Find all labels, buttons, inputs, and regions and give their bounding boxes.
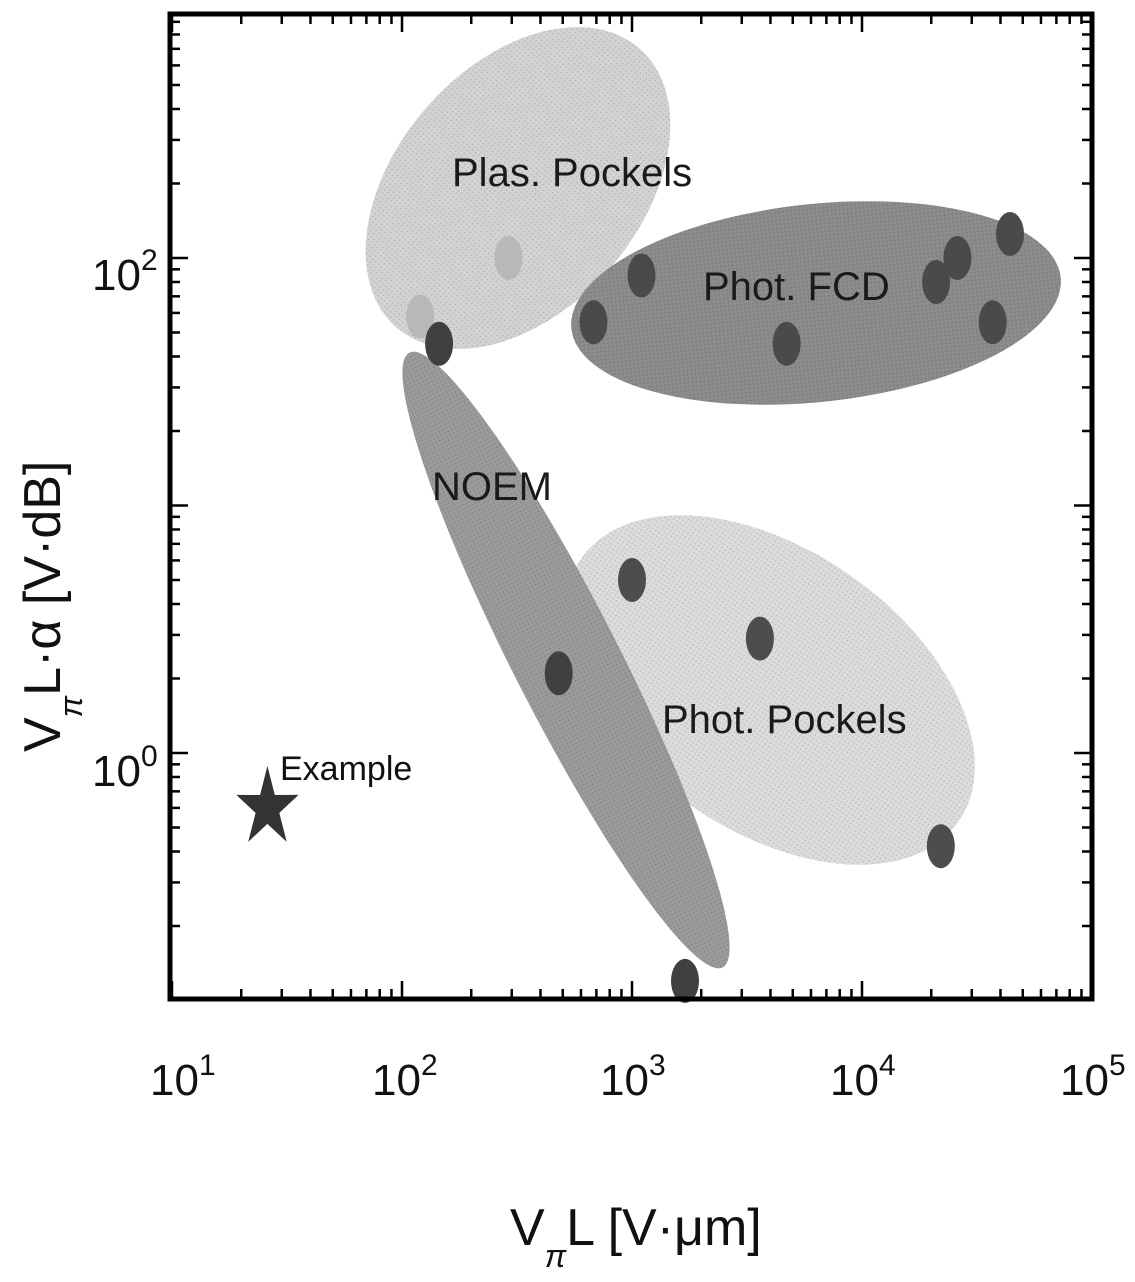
region-phot-fcd-texture bbox=[571, 201, 1061, 405]
data-point bbox=[772, 321, 801, 366]
data-point bbox=[745, 616, 774, 661]
regions bbox=[365, 27, 1061, 969]
x-axis-label: VπL [V·μm] bbox=[510, 1199, 762, 1274]
label-example: Example bbox=[280, 750, 412, 788]
data-point bbox=[943, 236, 972, 280]
data-point bbox=[996, 212, 1024, 256]
x-tick-label: 102 bbox=[372, 1049, 438, 1105]
x-tick-label: 104 bbox=[830, 1049, 896, 1105]
label-phot-fcd: Phot. FCD bbox=[703, 265, 890, 309]
data-point bbox=[978, 300, 1007, 345]
data-point bbox=[406, 294, 435, 339]
x-tick-label: 103 bbox=[600, 1049, 666, 1105]
data-point bbox=[579, 300, 608, 345]
region-plas-pockels-texture bbox=[365, 27, 671, 349]
data-point bbox=[627, 253, 656, 298]
data-point bbox=[544, 651, 573, 696]
data-point bbox=[618, 558, 646, 602]
data-point bbox=[922, 260, 951, 304]
label-phot-pockels: Phot. Pockels bbox=[662, 698, 907, 742]
data-point bbox=[671, 958, 699, 1003]
data-points bbox=[236, 212, 1024, 1003]
data-point bbox=[425, 321, 454, 366]
data-point bbox=[494, 236, 523, 280]
label-plas-pockels: Plas. Pockels bbox=[452, 151, 692, 195]
y-tick-labels: 102 100 bbox=[92, 244, 158, 796]
x-tick-label: 101 bbox=[150, 1049, 216, 1105]
y-tick-label: 102 bbox=[92, 244, 158, 300]
y-tick-label: 100 bbox=[92, 740, 158, 796]
y-axis-label: VπL·α [V·dB] bbox=[14, 461, 89, 752]
axis-ticks bbox=[170, 14, 1092, 999]
x-tick-labels: 101 102 103 104 105 bbox=[150, 1049, 1126, 1105]
data-point bbox=[926, 824, 955, 869]
label-noem: NOEM bbox=[432, 465, 552, 509]
x-tick-label: 105 bbox=[1060, 1049, 1126, 1105]
example-star-marker bbox=[236, 765, 299, 842]
